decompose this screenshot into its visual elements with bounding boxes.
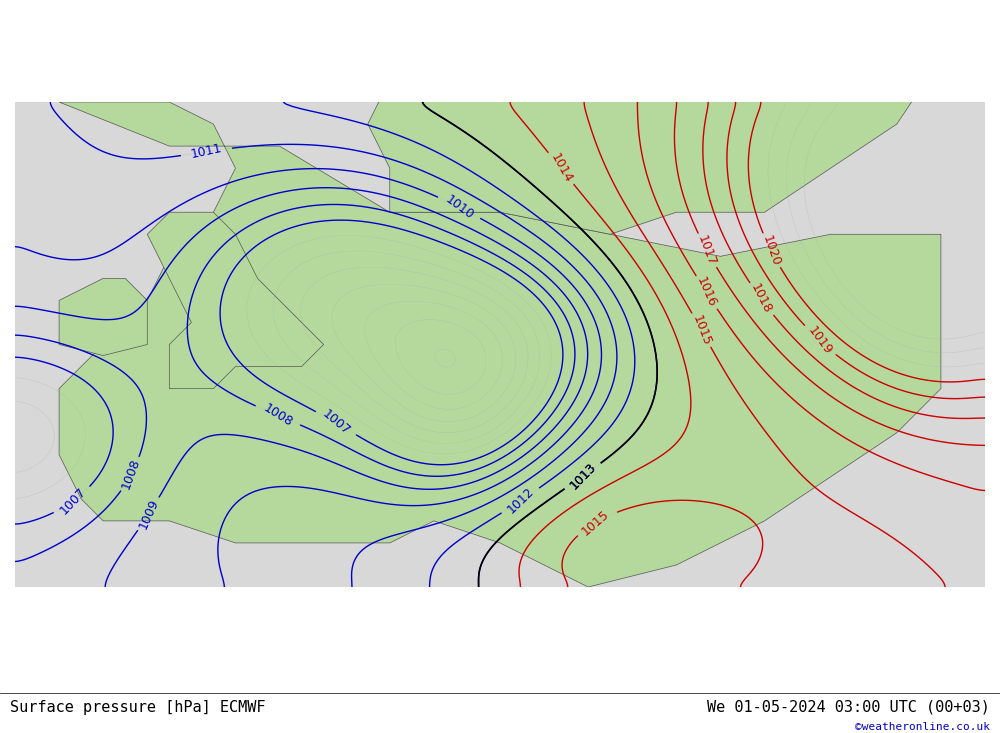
Text: 1019: 1019 (805, 324, 834, 357)
Text: 1010: 1010 (443, 193, 476, 222)
Text: 1013: 1013 (567, 460, 598, 492)
Text: Surface pressure [hPa] ECMWF: Surface pressure [hPa] ECMWF (10, 700, 266, 715)
Text: 1014: 1014 (548, 152, 574, 185)
Text: We 01-05-2024 03:00 UTC (00+03): We 01-05-2024 03:00 UTC (00+03) (707, 700, 990, 715)
Text: 1007: 1007 (58, 485, 89, 517)
Polygon shape (59, 102, 941, 587)
Text: 1008: 1008 (261, 402, 295, 430)
Text: 1012: 1012 (505, 485, 536, 516)
Text: 1016: 1016 (694, 276, 719, 309)
Text: 1007: 1007 (320, 408, 353, 438)
Polygon shape (147, 213, 324, 388)
Text: ©weatheronline.co.uk: ©weatheronline.co.uk (855, 721, 990, 732)
Text: 1009: 1009 (136, 497, 161, 531)
Polygon shape (59, 279, 147, 356)
Text: 1008: 1008 (120, 457, 143, 491)
Text: 1020: 1020 (760, 233, 782, 268)
Text: 1011: 1011 (190, 142, 223, 161)
Text: 1015: 1015 (690, 313, 713, 347)
Text: 1017: 1017 (695, 233, 719, 268)
Polygon shape (368, 0, 941, 235)
Text: 1013: 1013 (567, 460, 598, 492)
Text: 1015: 1015 (579, 507, 612, 538)
Text: 1018: 1018 (748, 282, 774, 316)
